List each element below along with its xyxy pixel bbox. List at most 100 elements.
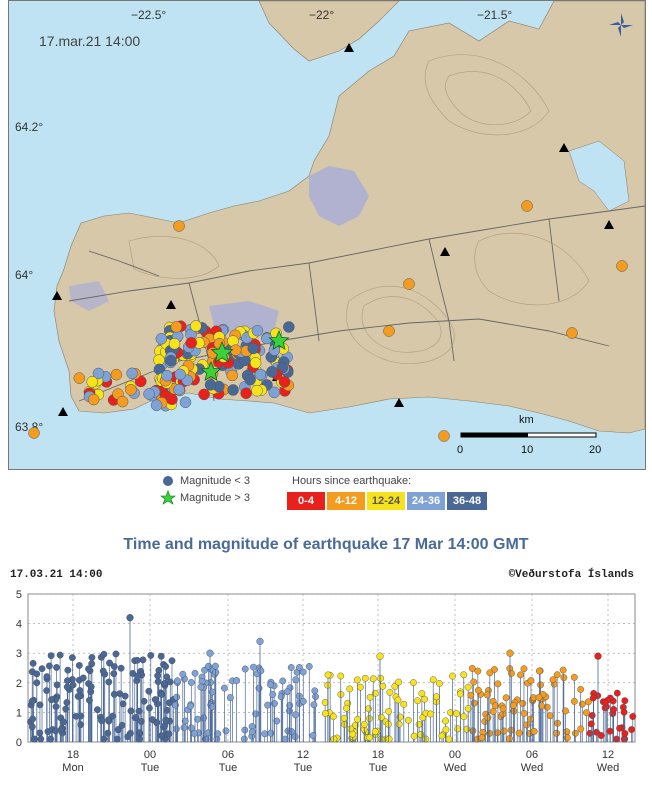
quake-point [594, 652, 602, 660]
quake-point [187, 679, 195, 686]
quake-point [37, 735, 45, 743]
quake-point [295, 664, 303, 671]
quake-point [361, 674, 369, 682]
quake-point [191, 669, 199, 677]
quake-point [205, 662, 212, 670]
quake-point [110, 663, 118, 670]
quake-point [562, 707, 569, 715]
quake-point [456, 690, 464, 698]
quake-point [299, 668, 307, 676]
quake-point [161, 680, 168, 687]
quake-point [279, 677, 287, 685]
quake-point [537, 681, 544, 689]
quake-point [330, 735, 338, 743]
quake-point [464, 705, 472, 712]
x-tick-day: Tue [141, 762, 160, 774]
quake-point [58, 725, 66, 733]
quake-point [468, 665, 476, 672]
quake-marker [143, 388, 155, 400]
quake-point [45, 662, 53, 670]
quake-point [584, 698, 592, 706]
quake-point [174, 677, 181, 685]
quake-point [112, 650, 120, 658]
quake-marker [438, 430, 450, 442]
station-icon [559, 143, 569, 152]
contours [128, 54, 590, 364]
legend-circle-icon [163, 476, 173, 486]
quake-point [179, 670, 187, 678]
quake-point [139, 656, 147, 664]
quake-point [510, 701, 517, 709]
quake-point [74, 693, 82, 700]
quake-marker [125, 383, 137, 396]
quake-point [271, 700, 278, 707]
quake-point [188, 724, 195, 732]
quake-point [212, 662, 219, 670]
quake-point [572, 729, 579, 737]
quake-point [299, 697, 307, 705]
legend-star-icon [160, 490, 176, 505]
quake-point [56, 651, 64, 659]
quake-marker [266, 366, 278, 378]
lava-field-3 [69, 281, 109, 311]
quake-point [549, 676, 557, 684]
quake-point [162, 716, 170, 724]
quake-point [538, 702, 545, 710]
quake-point [114, 726, 122, 733]
map-canvas: 17.mar.21 14:00 −22.5° −22° −21.5° 64.2°… [9, 1, 645, 469]
quake-marker [110, 368, 123, 381]
quake-point [248, 728, 256, 736]
quake-point [578, 700, 586, 708]
quake-marker [227, 384, 239, 396]
quake-point [442, 717, 449, 725]
quake-point [222, 727, 230, 735]
quake-point [151, 696, 159, 703]
quake-point [415, 720, 423, 728]
quake-point [257, 667, 265, 675]
quake-marker [173, 220, 185, 232]
quake-point [29, 715, 37, 723]
quake-point [59, 718, 67, 726]
quake-point [113, 735, 121, 743]
quake-point [353, 676, 361, 684]
quake-point [417, 730, 425, 738]
quake-point [154, 678, 162, 686]
station-icon [344, 43, 354, 52]
quake-point [197, 683, 205, 691]
quake-point [570, 697, 578, 705]
quake-point [371, 689, 379, 697]
quake-point [354, 716, 362, 723]
compass-icon [609, 13, 633, 37]
y-tick-label: 5 [16, 589, 22, 601]
quake-point [395, 720, 403, 728]
quake-point [214, 730, 222, 738]
quake-point [33, 670, 41, 678]
quake-point [324, 671, 332, 679]
quake-point [100, 650, 108, 658]
y-tick-label: 3 [16, 648, 22, 660]
quake-point [519, 700, 527, 707]
quake-point [460, 713, 468, 720]
lon-label-3: −21.5° [477, 8, 512, 22]
quake-point [386, 688, 394, 696]
quake-point [427, 710, 434, 718]
quake-point [241, 726, 249, 734]
quake-point [587, 720, 595, 728]
quake-point [577, 686, 585, 693]
quake-point [165, 730, 173, 738]
quake-point [64, 677, 71, 685]
quake-point [311, 687, 319, 695]
quake-point [351, 721, 359, 729]
quake-stems [27, 614, 637, 743]
quake-point [360, 720, 368, 728]
quake-point [147, 652, 155, 659]
quake-point [589, 694, 597, 702]
x-tick-day: Wed [521, 762, 543, 774]
quake-point [227, 694, 234, 702]
quake-point [349, 730, 357, 738]
earthquake-map[interactable]: 17.mar.21 14:00 −22.5° −22° −21.5° 64.2°… [8, 0, 646, 470]
legend-hours-title: Hours since earthquake: [292, 475, 412, 487]
quake-point [606, 727, 614, 735]
quake-point [105, 716, 112, 724]
quake-point [100, 735, 108, 743]
